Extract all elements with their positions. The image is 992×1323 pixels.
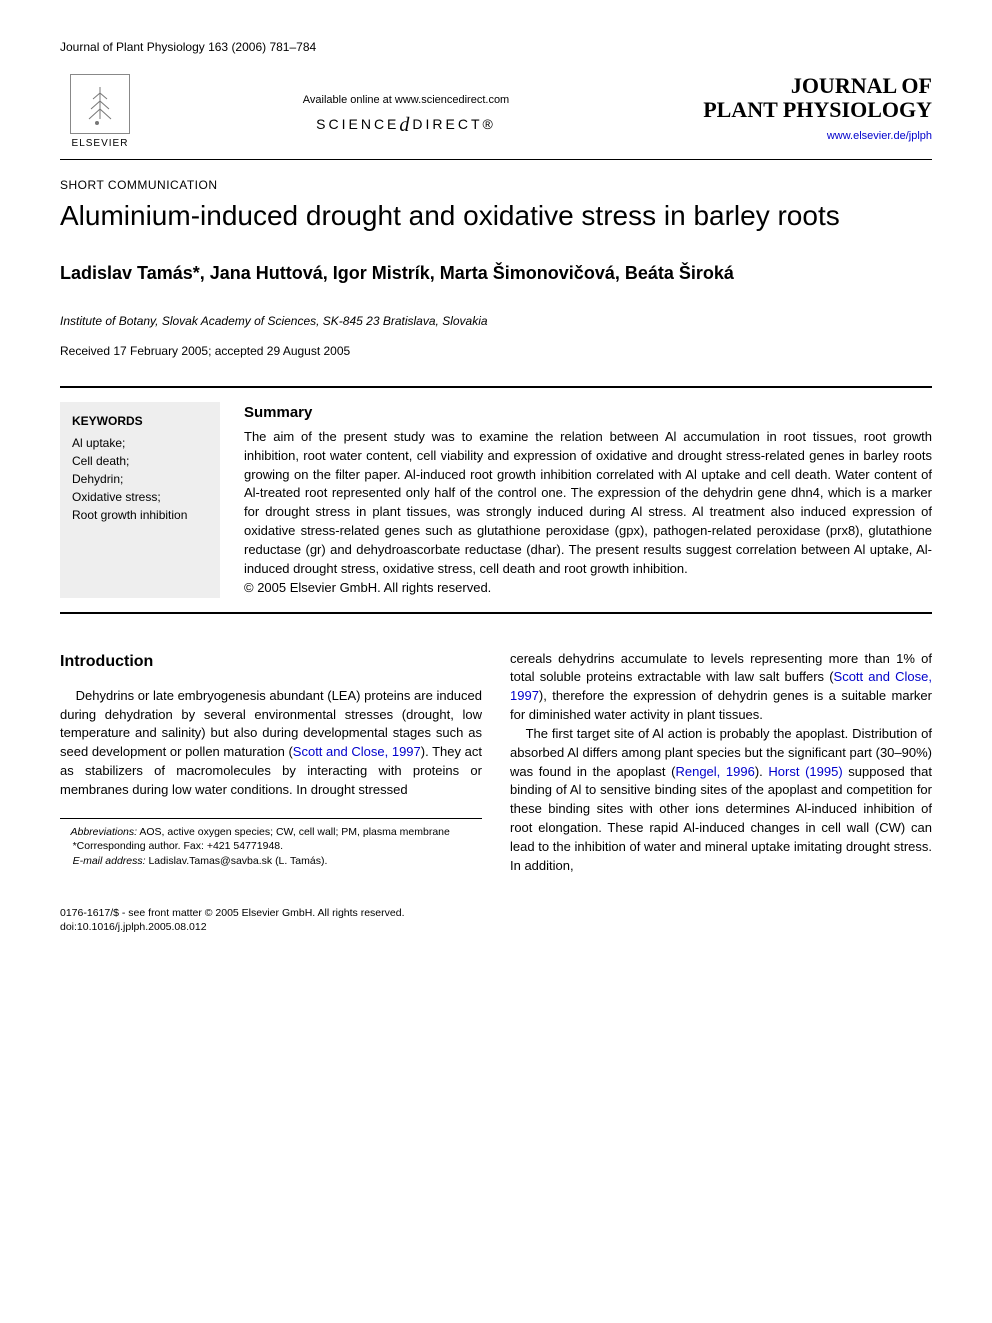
citation-link[interactable]: Horst (1995) [768, 764, 842, 779]
article-type: SHORT COMMUNICATION [60, 178, 932, 192]
citation-link[interactable]: Rengel, 1996 [675, 764, 754, 779]
footnotes: Abbreviations: AOS, active oxygen specie… [60, 818, 482, 869]
elsevier-tree-icon [70, 74, 130, 134]
keywords-list: Al uptake; Cell death; Dehydrin; Oxidati… [72, 434, 208, 524]
journal-url-link[interactable]: www.elsevier.de/jplph [827, 130, 932, 142]
running-header: Journal of Plant Physiology 163 (2006) 7… [60, 40, 932, 54]
journal-url: www.elsevier.de/jplph [672, 130, 932, 142]
copyright-footer: 0176-1617/$ - see front matter © 2005 El… [60, 906, 932, 935]
left-column: Introduction Dehydrins or late embryogen… [60, 650, 482, 876]
abstract-block: KEYWORDS Al uptake; Cell death; Dehydrin… [60, 386, 932, 613]
summary-heading: Summary [244, 402, 932, 424]
keywords-box: KEYWORDS Al uptake; Cell death; Dehydrin… [60, 402, 220, 597]
abbreviations-note: Abbreviations: AOS, active oxygen specie… [60, 825, 482, 840]
sciencedirect-block: Available online at www.sciencedirect.co… [140, 74, 672, 137]
email-note: E-mail address: Ladislav.Tamas@savba.sk … [60, 854, 482, 869]
keywords-heading: KEYWORDS [72, 412, 208, 430]
available-online-text: Available online at www.sciencedirect.co… [140, 94, 672, 106]
header-divider [60, 159, 932, 160]
introduction-heading: Introduction [60, 650, 482, 673]
article-title: Aluminium-induced drought and oxidative … [60, 198, 932, 233]
intro-paragraph-1: Dehydrins or late embryogenesis abundant… [60, 687, 482, 800]
right-column: cereals dehydrins accumulate to levels r… [510, 650, 932, 876]
citation-link[interactable]: Scott and Close, 1997 [293, 744, 421, 759]
affiliation: Institute of Botany, Slovak Academy of S… [60, 314, 932, 328]
intro-paragraph-1-cont: cereals dehydrins accumulate to levels r… [510, 650, 932, 725]
summary-text: The aim of the present study was to exam… [244, 428, 932, 598]
intro-paragraph-2: The first target site of Al action is pr… [510, 725, 932, 876]
sciencedirect-logo: SCIENCEdDIRECT® [140, 114, 672, 137]
publisher-logo-block: ELSEVIER [60, 74, 140, 149]
elsevier-label: ELSEVIER [72, 138, 129, 149]
summary-box: Summary The aim of the present study was… [244, 402, 932, 597]
masthead: ELSEVIER Available online at www.science… [60, 74, 932, 149]
article-dates: Received 17 February 2005; accepted 29 A… [60, 344, 932, 358]
body-columns: Introduction Dehydrins or late embryogen… [60, 650, 932, 876]
journal-name: JOURNAL OF PLANT PHYSIOLOGY [672, 74, 932, 122]
journal-title-block: JOURNAL OF PLANT PHYSIOLOGY www.elsevier… [672, 74, 932, 142]
authors: Ladislav Tamás*, Jana Huttová, Igor Mist… [60, 261, 932, 286]
corresponding-author-note: *Corresponding author. Fax: +421 5477194… [60, 839, 482, 854]
